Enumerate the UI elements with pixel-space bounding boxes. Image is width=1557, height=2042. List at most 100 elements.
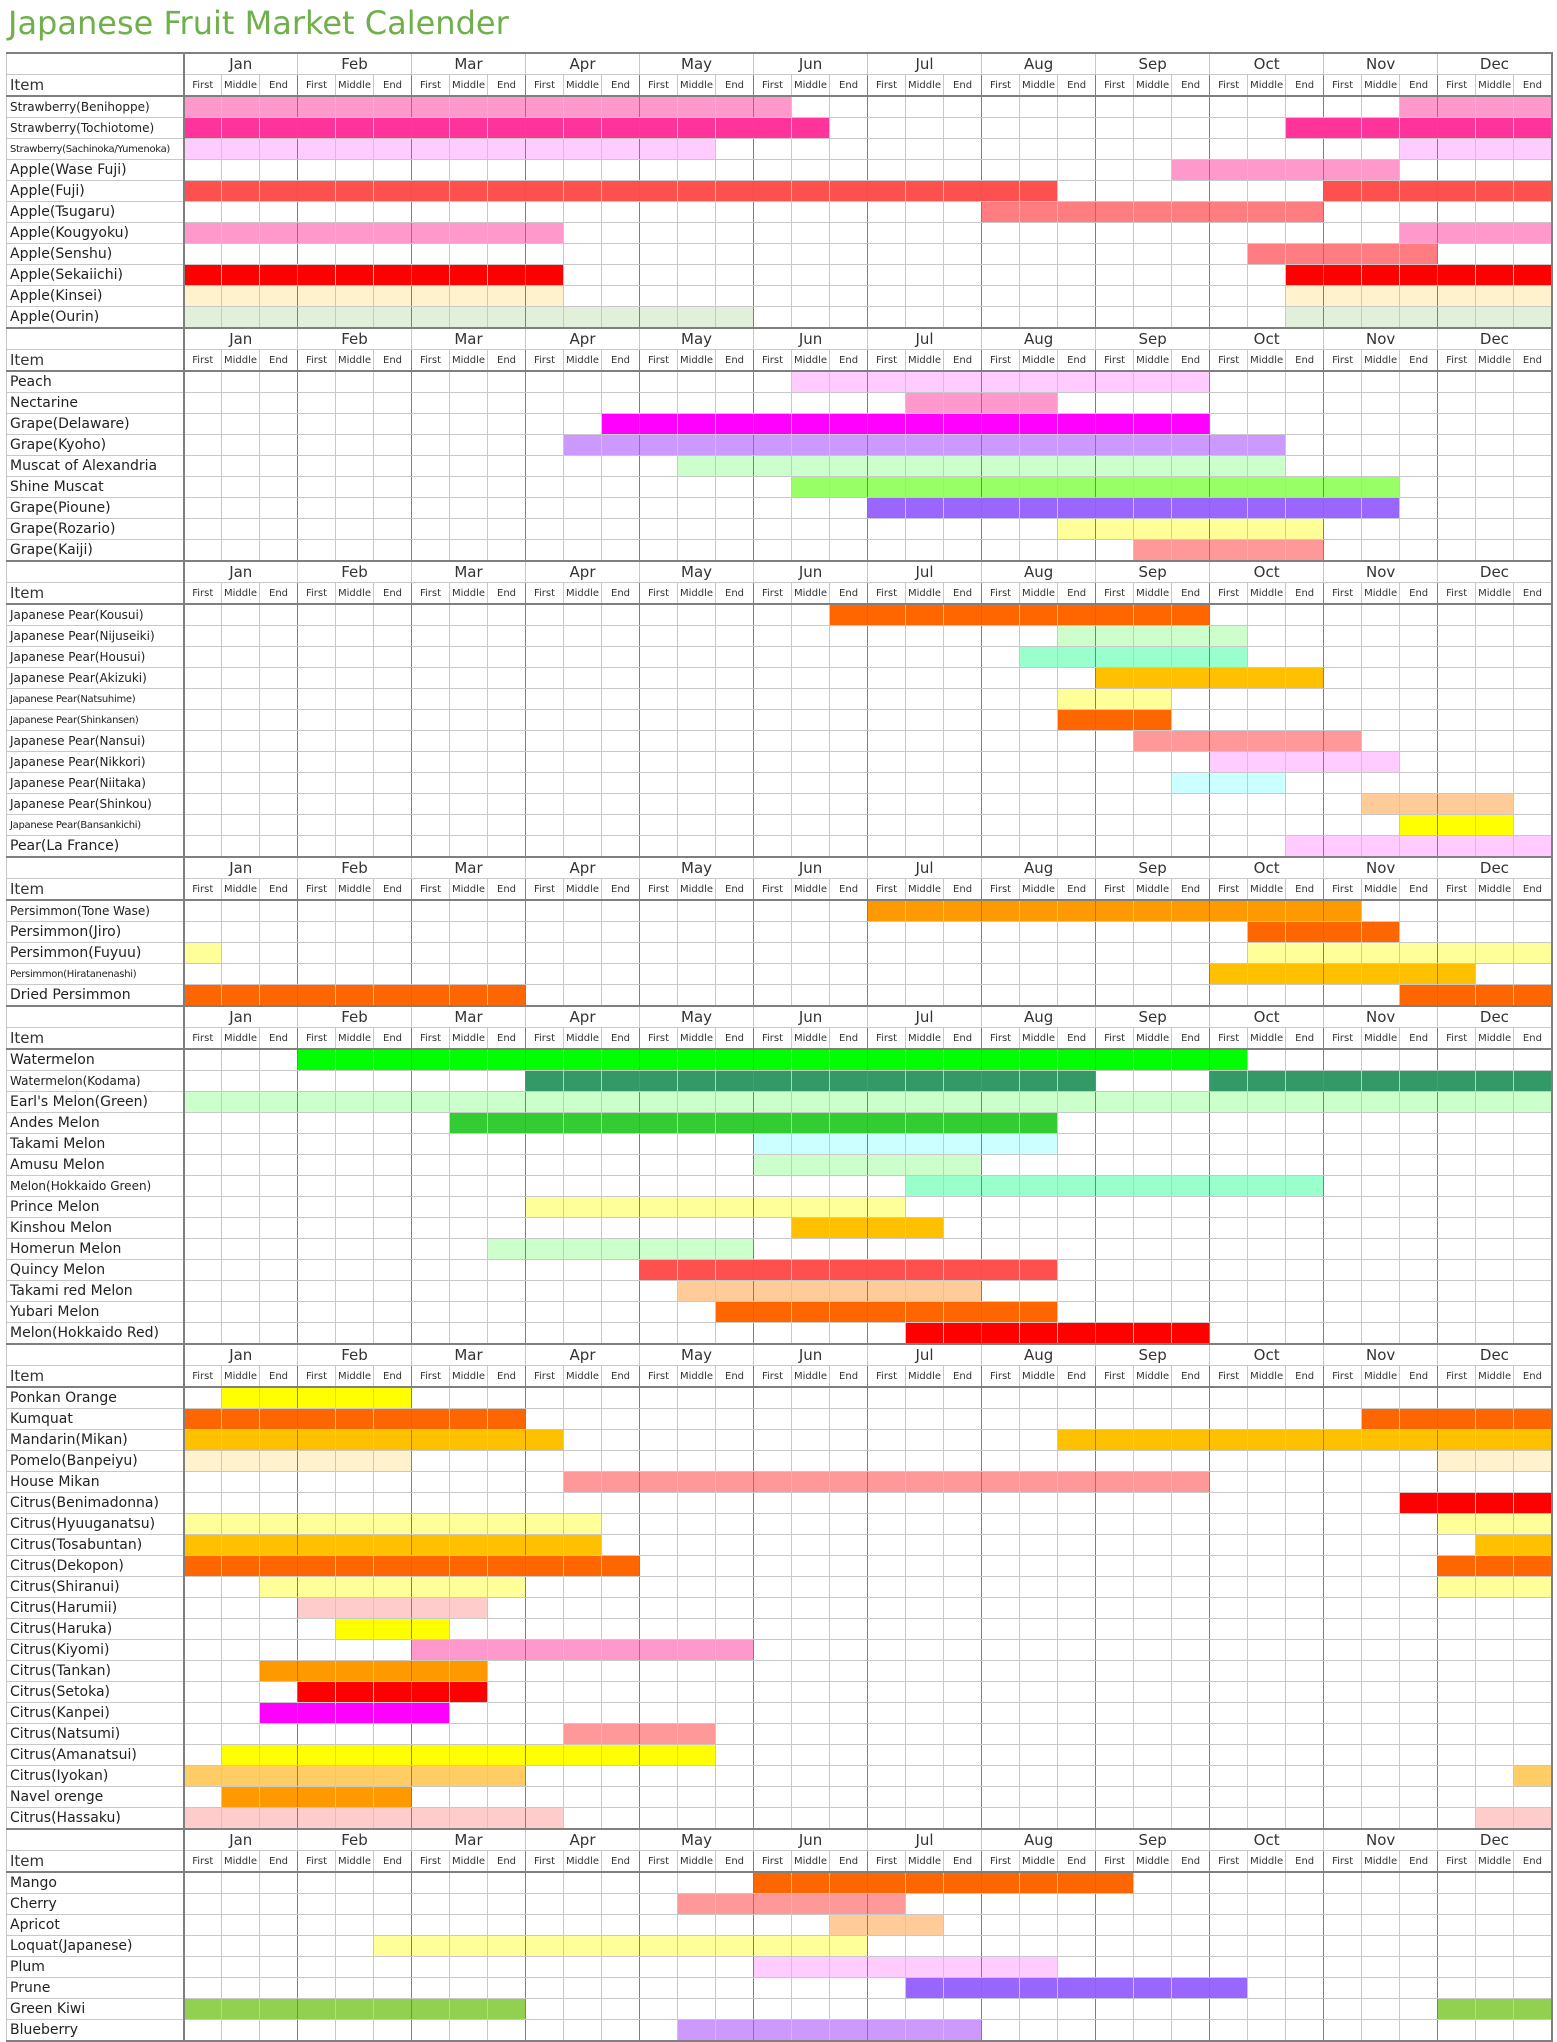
- season-cell: [867, 1597, 907, 1619]
- fruit-name: Kumquat: [6, 1408, 185, 1430]
- season-bar-cell: [449, 138, 489, 160]
- season-cell: [677, 159, 717, 181]
- season-cell: [791, 1597, 831, 1619]
- season-cell: [1095, 1576, 1135, 1598]
- season-cell: [297, 646, 337, 668]
- season-bar-cell: [563, 1744, 603, 1766]
- month-label-may: May: [639, 560, 755, 583]
- season-cell: [1171, 709, 1211, 731]
- season-cell: [601, 603, 641, 626]
- season-cell: [867, 1322, 907, 1345]
- season-bar-cell: [1513, 1513, 1553, 1535]
- season-cell: [1323, 1807, 1363, 1830]
- season-bar-cell: [715, 1259, 755, 1281]
- season-bar-cell: [1133, 730, 1173, 752]
- period-label-first: First: [639, 1365, 679, 1388]
- season-bar-cell: [563, 1513, 603, 1535]
- season-cell: [1019, 1450, 1059, 1472]
- season-cell: [258, 539, 299, 562]
- season-bar-cell: [1475, 1429, 1515, 1451]
- season-cell: [1057, 1408, 1097, 1430]
- season-cell: [449, 1723, 489, 1745]
- period-label-middle: Middle: [335, 349, 375, 372]
- season-cell: [677, 1597, 717, 1619]
- season-cell: [1361, 1450, 1401, 1472]
- period-label-end: End: [829, 1850, 869, 1873]
- season-bar-cell: [1133, 709, 1173, 731]
- season-cell: [1323, 1871, 1363, 1894]
- season-bar-cell: [487, 1639, 527, 1661]
- fruit-row: House Mikan: [6, 1471, 1553, 1493]
- season-bar-cell: [1019, 1112, 1059, 1134]
- season-cell: [1513, 539, 1553, 562]
- season-cell: [715, 392, 755, 414]
- season-cell: [677, 625, 717, 647]
- season-cell: [1475, 1935, 1515, 1957]
- season-bar-cell: [411, 1744, 451, 1766]
- period-label-first: First: [525, 74, 565, 97]
- season-cell: [1513, 709, 1553, 731]
- season-cell: [1285, 95, 1325, 118]
- season-bar-cell: [525, 1639, 565, 1661]
- season-cell: [1133, 942, 1173, 964]
- season-bar-cell: [183, 1513, 222, 1535]
- season-bar-cell: [1323, 899, 1363, 922]
- season-bar-cell: [1133, 539, 1173, 562]
- season-cell: [1019, 1534, 1059, 1556]
- season-cell: [1133, 1807, 1173, 1830]
- season-cell: [525, 942, 565, 964]
- season-cell: [1171, 285, 1211, 307]
- season-cell: [335, 603, 375, 626]
- season-cell: [1209, 1597, 1249, 1619]
- season-bar-cell: [1513, 1534, 1553, 1556]
- season-cell: [1019, 921, 1059, 943]
- season-bar-cell: [1019, 476, 1059, 498]
- fruit-row: Citrus(Setoka): [6, 1681, 1553, 1703]
- season-bar-cell: [1209, 159, 1249, 181]
- season-cell: [905, 285, 945, 307]
- season-cell: [1095, 264, 1135, 286]
- season-bar-cell: [411, 1408, 451, 1430]
- season-cell: [335, 434, 375, 456]
- period-label-middle: Middle: [1133, 1850, 1173, 1873]
- period-label-first: First: [1323, 582, 1363, 605]
- season-bar-cell: [1133, 688, 1173, 710]
- season-cell: [373, 1956, 413, 1978]
- season-cell: [1019, 1386, 1059, 1409]
- season-cell: [829, 1702, 869, 1724]
- period-label-middle: Middle: [1475, 1365, 1515, 1388]
- season-cell: [791, 963, 831, 985]
- season-bar-cell: [1171, 603, 1211, 626]
- season-cell: [943, 625, 983, 647]
- period-label-end: End: [601, 74, 641, 97]
- period-label-middle: Middle: [563, 1027, 603, 1050]
- season-cell: [1095, 751, 1135, 773]
- season-bar-cell: [715, 1070, 755, 1092]
- period-label-middle: Middle: [791, 878, 831, 901]
- season-bar-cell: [639, 1639, 679, 1661]
- season-cell: [981, 1744, 1021, 1766]
- season-bar-cell: [943, 1070, 983, 1092]
- season-cell: [1475, 1597, 1515, 1619]
- season-bar-cell: [487, 1048, 527, 1071]
- period-label-end: End: [258, 1027, 299, 1050]
- season-cell: [791, 497, 831, 519]
- season-bar-cell: [335, 1386, 375, 1409]
- season-cell: [487, 835, 527, 858]
- fruit-row: Ponkan Orange: [6, 1386, 1553, 1409]
- season-cell: [1247, 1956, 1287, 1978]
- season-bar-cell: [449, 1935, 489, 1957]
- period-label-first: First: [753, 582, 793, 605]
- season-bar-cell: [867, 1048, 907, 1071]
- fruit-name: Yubari Melon: [6, 1301, 185, 1323]
- season-cell: [258, 1893, 299, 1915]
- season-cell: [1057, 1893, 1097, 1915]
- season-bar-cell: [1513, 180, 1553, 202]
- season-cell: [1399, 1133, 1439, 1155]
- season-cell: [221, 2019, 260, 2042]
- season-cell: [449, 370, 489, 393]
- season-bar-cell: [943, 1112, 983, 1134]
- season-cell: [1285, 1998, 1325, 2020]
- season-cell: [791, 201, 831, 223]
- season-cell: [867, 1408, 907, 1430]
